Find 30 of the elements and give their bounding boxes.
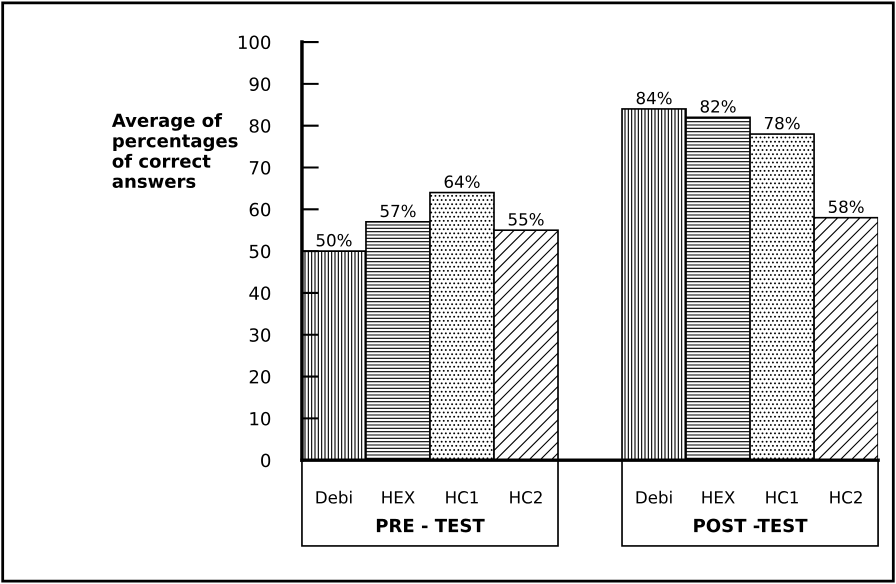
x-tick-label: HC2	[830, 491, 862, 504]
x-tick-label: HEX	[382, 491, 415, 504]
y-tick-label: 90	[250, 77, 270, 91]
y-tick-label: 40	[249, 286, 270, 300]
x-tick-label: HC2	[510, 491, 542, 504]
data-label: 84%	[636, 92, 672, 104]
y-tick-label: 60	[250, 202, 270, 216]
y-axis-title: Average of percentages of correct answers	[112, 113, 238, 188]
x-tick-label: HC1	[766, 491, 798, 504]
data-label: 78%	[764, 116, 800, 130]
text: PRE - TEST	[376, 518, 485, 532]
y-tick-label: 100	[238, 36, 270, 50]
y-tick-label: 70	[250, 160, 270, 175]
x-tick-label: HC1	[446, 491, 478, 504]
y-tick-label: 50	[250, 244, 270, 258]
data-label: 64%	[444, 175, 480, 188]
data-label: 58%	[828, 200, 864, 214]
y-tick-label: 80	[250, 119, 270, 133]
y-tick-label: 30	[250, 328, 270, 342]
text: POST -TEST	[694, 518, 808, 532]
data-label: 82%	[700, 100, 736, 113]
data-label: 50%	[316, 234, 352, 246]
y-tick-label: 0	[261, 454, 270, 468]
x-tick-label: HEX	[702, 491, 735, 504]
data-label: 55%	[508, 212, 544, 226]
data-label: 57%	[380, 204, 416, 218]
x-tick-label: Debi	[636, 490, 672, 504]
x-tick-label: Debi	[316, 490, 352, 504]
y-tick-label: 10	[250, 412, 270, 426]
y-tick-label: 20	[250, 370, 270, 384]
